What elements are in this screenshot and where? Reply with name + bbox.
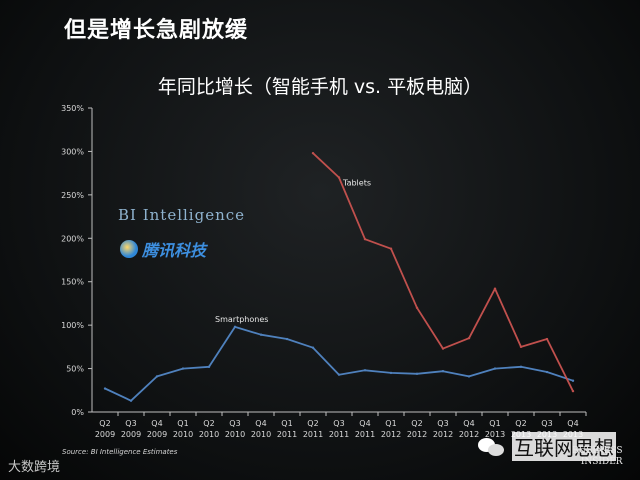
data-point-tablets <box>493 287 497 290</box>
data-point-smartphones <box>363 369 367 372</box>
data-point-smartphones <box>285 337 289 341</box>
x-tick-label-quarter: Q3 <box>437 419 448 428</box>
series-label-smartphones: Smartphones <box>215 315 268 324</box>
x-tick-label-quarter: Q3 <box>541 419 552 428</box>
series-line-smartphones <box>104 326 574 402</box>
y-tick-label: 100% <box>61 321 84 330</box>
business-insider-logo: BUSINESS INSIDER <box>572 446 623 468</box>
data-point-smartphones <box>493 367 497 370</box>
bi-line-1: BUSINESS <box>572 446 623 456</box>
x-tick-label-year: 2009 <box>121 430 141 439</box>
tencent-logo-text: 腾讯科技 <box>142 241 207 260</box>
x-tick-label-quarter: Q2 <box>515 419 526 428</box>
x-tick-label-year: 2011 <box>329 430 349 439</box>
data-point-tablets <box>545 337 549 341</box>
x-tick-label-quarter: Q4 <box>359 419 370 428</box>
x-tick-label-year: 2010 <box>251 430 271 439</box>
bottom-left-watermark: 大数跨境 <box>8 456 60 475</box>
x-tick-label-quarter: Q4 <box>567 419 578 428</box>
wechat-account-name: 互联网思想 <box>512 432 616 461</box>
y-tick-label: 200% <box>61 234 84 243</box>
data-point-smartphones <box>207 365 211 369</box>
bi-intelligence-watermark: BI Intelligence <box>118 206 246 224</box>
x-tick-label-quarter: Q2 <box>203 419 214 428</box>
x-tick-label-year: 2010 <box>225 430 245 439</box>
x-tick-label-quarter: Q3 <box>229 419 240 428</box>
data-point-tablets <box>311 151 315 155</box>
y-tick-label: 0% <box>71 408 84 417</box>
y-tick-label: 250% <box>61 191 84 200</box>
series-line-tablets <box>312 152 574 392</box>
x-tick-label-quarter: Q4 <box>463 419 474 428</box>
bi-line-2: INSIDER <box>580 457 623 467</box>
data-point-smartphones <box>311 346 315 349</box>
x-tick-label-year: 2011 <box>277 430 297 439</box>
data-point-smartphones <box>441 369 445 373</box>
x-tick-label-year: 2012 <box>407 430 427 439</box>
slide-headline: 但是增长急剧放缓 <box>64 18 249 43</box>
data-point-smartphones <box>259 333 263 336</box>
x-tick-label-year: 2011 <box>355 430 375 439</box>
data-point-smartphones <box>233 325 237 329</box>
data-point-tablets <box>389 247 393 250</box>
data-point-smartphones <box>389 371 393 375</box>
chart-source: Source: BI Intelligence Estimates <box>62 448 178 456</box>
x-tick-label-year: 2009 <box>95 430 115 439</box>
data-point-smartphones <box>129 399 133 402</box>
data-point-smartphones <box>519 365 523 369</box>
series-label-tablets: Tablets <box>342 178 371 187</box>
data-point-smartphones <box>181 367 185 370</box>
x-tick-label-year: 2010 <box>199 430 219 439</box>
data-point-tablets <box>467 336 471 340</box>
x-tick-label-quarter: Q4 <box>255 419 266 428</box>
x-tick-label-quarter: Q2 <box>99 419 110 428</box>
data-point-tablets <box>571 389 575 393</box>
tencent-tech-logo: 腾讯科技 <box>120 237 206 261</box>
x-tick-label-quarter: Q2 <box>307 419 318 428</box>
data-point-tablets <box>415 306 419 309</box>
watermark-text: 大数跨境 <box>8 460 61 475</box>
chart-title: 年同比增长（智能手机 vs. 平板电脑） <box>157 76 483 98</box>
data-point-smartphones <box>545 370 549 374</box>
x-tick-label-quarter: Q3 <box>333 419 344 428</box>
x-tick-label-year: 2010 <box>173 430 193 439</box>
data-point-smartphones <box>337 373 341 376</box>
x-tick-label-year: 2009 <box>147 430 167 439</box>
x-tick-label-quarter: Q1 <box>281 419 292 428</box>
data-point-smartphones <box>571 379 575 382</box>
x-tick-label-year: 2012 <box>433 430 453 439</box>
x-tick-label-year: 2011 <box>303 430 323 439</box>
y-tick-label: 350% <box>61 104 84 113</box>
chart-axes: 0% 50% 100% 150% 200% 250% 300% 350% Q2 2009 Q3 200… <box>61 104 587 439</box>
x-tick-label-year: 2013 <box>485 430 505 439</box>
data-point-smartphones <box>155 375 159 378</box>
data-point-smartphones <box>103 387 107 390</box>
y-tick-label: 50% <box>66 365 84 374</box>
y-tick-label: 300% <box>61 147 84 156</box>
data-point-tablets <box>363 237 367 241</box>
tencent-globe-icon <box>120 240 138 258</box>
x-tick-label-quarter: Q4 <box>151 419 162 428</box>
data-point-smartphones <box>467 375 471 378</box>
y-tick-label: 150% <box>61 278 84 287</box>
x-tick-label-year: 2012 <box>459 430 479 439</box>
x-tick-label-quarter: Q1 <box>385 419 396 428</box>
x-tick-label-quarter: Q3 <box>125 419 136 428</box>
data-point-smartphones <box>415 372 419 375</box>
chart-series: Smartphones Tablets <box>103 151 575 402</box>
data-point-tablets <box>519 345 523 349</box>
data-point-tablets <box>441 347 445 350</box>
data-point-tablets <box>337 176 341 179</box>
wechat-icon <box>478 436 506 458</box>
wechat-watermark: 互联网思想 <box>478 432 616 461</box>
x-tick-label-quarter: Q1 <box>489 419 500 428</box>
x-tick-label-quarter: Q1 <box>177 419 188 428</box>
x-tick-label-year: 2012 <box>381 430 401 439</box>
x-tick-label-quarter: Q2 <box>411 419 422 428</box>
